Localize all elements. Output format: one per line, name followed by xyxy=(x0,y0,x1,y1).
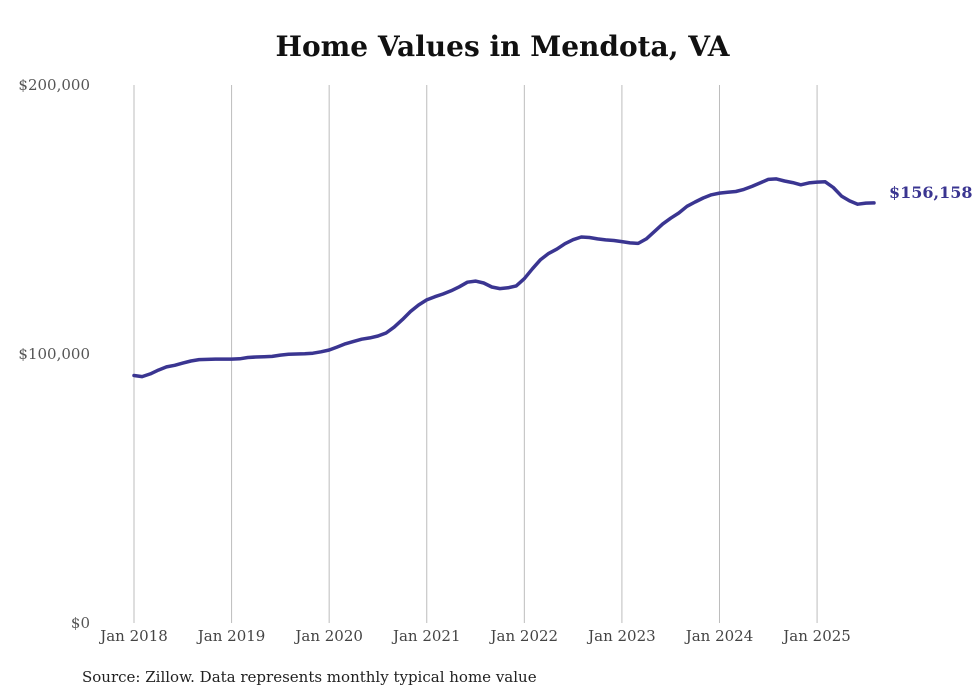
grid-lines xyxy=(133,85,818,623)
y-tick-label: $100,000 xyxy=(18,345,90,363)
y-tick-label: $0 xyxy=(71,614,90,632)
x-tick-label: Jan 2022 xyxy=(489,627,559,645)
x-axis-ticks: Jan 2018 Jan 2019 Jan 2020 Jan 2021 Jan 2022… xyxy=(98,627,851,645)
y-tick-label: $200,000 xyxy=(18,76,90,94)
x-tick-label: Jan 2018 xyxy=(98,627,168,645)
series-line xyxy=(132,177,876,379)
x-tick-label: Jan 2019 xyxy=(196,627,266,645)
end-value-label: $156,158 xyxy=(889,183,973,202)
chart-title: Home Values in Mendota, VA xyxy=(275,30,730,63)
x-tick-label: Jan 2024 xyxy=(684,627,754,645)
source-note: Source: Zillow. Data represents monthly … xyxy=(82,668,537,686)
x-tick-label: Jan 2025 xyxy=(781,627,851,645)
x-tick-label: Jan 2020 xyxy=(293,627,363,645)
x-tick-label: Jan 2021 xyxy=(391,627,461,645)
y-axis-ticks: $0 $100,000 $200,000 xyxy=(18,76,90,632)
x-tick-label: Jan 2023 xyxy=(586,627,656,645)
